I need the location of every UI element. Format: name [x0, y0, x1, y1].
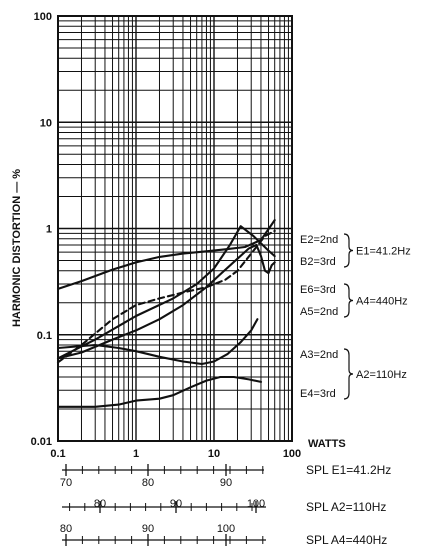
spl-tick-label: 80 [60, 523, 72, 535]
y-tick-labels: 0.01 0.1 1 10 100 [31, 11, 52, 448]
x-tick-label: 100 [283, 448, 301, 460]
legend-entry: E4=3rd [300, 388, 336, 400]
legend-group-label: E1=41.2Hz [356, 246, 411, 258]
series-line [56, 375, 263, 408]
series-line [56, 243, 276, 360]
legend-entry: E2=2nd [300, 234, 338, 246]
spl-tick-label: 90 [170, 498, 182, 510]
spl-tick-label: 80 [94, 498, 106, 510]
spl-scale-label: SPL E1=41.2Hz [306, 463, 391, 477]
y-tick-label: 0.01 [31, 436, 52, 448]
series-line [56, 219, 276, 290]
spl-tick-label: 90 [220, 477, 232, 489]
legend-entry: A5=2nd [300, 306, 338, 318]
plot-frame [57, 15, 293, 442]
legend-brace [343, 283, 354, 318]
x-axis-label: WATTS [308, 438, 346, 450]
legend: E2=2nd B2=3rd E6=3rd A5=2nd A3=2nd E4=3rd E1=4… [300, 233, 411, 400]
spl-tick-label: 100 [217, 523, 235, 535]
legend-entry: B2=3rd [300, 256, 336, 268]
spl-tick-label: 70 [60, 477, 72, 489]
legend-entry: E6=3rd [300, 284, 336, 296]
spl-tick-label: 90 [142, 523, 154, 535]
x-tick-label: 10 [208, 448, 220, 460]
spl-scales: 70 80 90 SPL E1=41.2Hz 80 90 100 SPL A2=110Hz 80… [60, 463, 391, 547]
y-axis-label: HARMONIC DISTORTION — % [11, 169, 23, 327]
legend-group-label: A2=110Hz [356, 369, 407, 381]
y-tick-label: 1 [46, 224, 52, 236]
legend-group-label: A4=440Hz [356, 296, 408, 308]
x-tick-label: 0.1 [50, 448, 65, 460]
legend-entry: A3=2nd [300, 349, 338, 361]
x-tick-labels: 0.1 1 10 100 [50, 448, 301, 460]
y-tick-label: 10 [40, 117, 52, 129]
legend-brace [343, 348, 354, 400]
spl-tick-label: 80 [142, 477, 154, 489]
series-group [56, 219, 276, 408]
spl-tick-label: 100 [247, 498, 265, 510]
y-tick-label: 100 [34, 11, 52, 23]
series-line [56, 318, 259, 366]
spl-scale-label: SPL A2=110Hz [306, 500, 386, 514]
series-line [56, 229, 276, 364]
grid [57, 16, 292, 442]
series-line [56, 225, 276, 360]
x-tick-label: 1 [133, 448, 139, 460]
spl-scale-label: SPL A4=440Hz [306, 533, 387, 547]
legend-brace [343, 233, 354, 268]
y-tick-label: 0.1 [37, 330, 52, 342]
